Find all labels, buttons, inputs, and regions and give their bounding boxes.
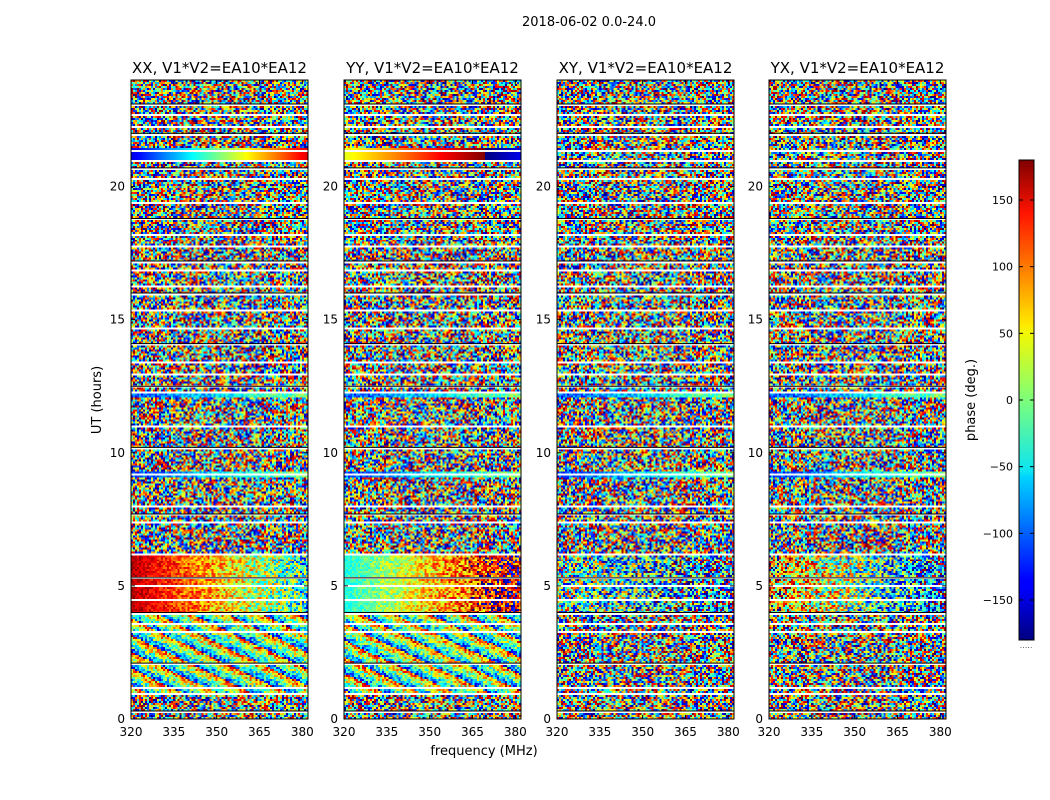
panel-title: XY, V1*V2=EA10*EA12 bbox=[559, 59, 733, 77]
y-tick-label: 10 bbox=[536, 446, 551, 460]
panel-1: YY, V1*V2=EA10*EA12 320 335 350 365 380 0 5 10 15… bbox=[323, 59, 527, 739]
x-tick-label: 350 bbox=[631, 725, 654, 739]
colorbar-tick-label: 100 bbox=[992, 261, 1013, 274]
x-tick-label: 380 bbox=[291, 725, 314, 739]
y-tick-label: 0 bbox=[117, 712, 125, 726]
colorbar-tick-label: 50 bbox=[999, 327, 1013, 340]
y-tick-label: 0 bbox=[543, 712, 551, 726]
colorbar-tick-label: −100 bbox=[983, 527, 1013, 540]
y-tick-label: 20 bbox=[110, 180, 125, 194]
x-tick-label: 320 bbox=[546, 725, 569, 739]
colorbar-tick-label: −50 bbox=[990, 461, 1013, 474]
x-tick-label: 335 bbox=[588, 725, 611, 739]
y-tick-label: 15 bbox=[536, 313, 551, 327]
x-tick-label: 350 bbox=[843, 725, 866, 739]
panel-frame bbox=[768, 79, 947, 720]
x-tick-label: 380 bbox=[929, 725, 952, 739]
x-tick-label: 350 bbox=[205, 725, 228, 739]
y-tick-label: 20 bbox=[536, 180, 551, 194]
heatmap-image-0 bbox=[131, 80, 308, 719]
x-tick-label: 320 bbox=[120, 725, 143, 739]
y-tick-label: 15 bbox=[748, 313, 763, 327]
panel-2: XY, V1*V2=EA10*EA12 320 335 350 365 380 0 5 10 15… bbox=[536, 59, 740, 739]
panel-frame bbox=[556, 79, 735, 720]
heatmap-image-1 bbox=[344, 80, 521, 719]
colorbar-offset-text: ..... bbox=[1020, 641, 1033, 650]
y-tick-label: 0 bbox=[755, 712, 763, 726]
x-tick-label: 380 bbox=[717, 725, 740, 739]
panel-3: YX, V1*V2=EA10*EA12 320 335 350 365 380 0 5 10 15… bbox=[748, 59, 952, 739]
x-tick-label: 320 bbox=[333, 725, 356, 739]
x-tick-label: 335 bbox=[162, 725, 185, 739]
panel-title: XX, V1*V2=EA10*EA12 bbox=[132, 59, 307, 77]
x-tick-label: 365 bbox=[461, 725, 484, 739]
x-tick-label: 335 bbox=[800, 725, 823, 739]
y-tick-label: 5 bbox=[117, 579, 125, 593]
y-tick-label: 10 bbox=[323, 446, 338, 460]
colorbar: 150 100 50 0 −50 −100 −150 phase (deg.) ..... bbox=[964, 159, 1035, 650]
heatmap-image-3 bbox=[769, 80, 946, 719]
x-tick-label: 320 bbox=[758, 725, 781, 739]
colorbar-tick-label: −150 bbox=[983, 594, 1013, 607]
y-tick-label: 20 bbox=[323, 180, 338, 194]
y-tick-label: 5 bbox=[330, 579, 338, 593]
x-tick-label: 350 bbox=[418, 725, 441, 739]
y-tick-label: 10 bbox=[110, 446, 125, 460]
panel-frame bbox=[130, 79, 309, 720]
panel-frame bbox=[343, 79, 522, 720]
x-tick-label: 335 bbox=[375, 725, 398, 739]
colorbar-ticks: 150 100 50 0 −50 −100 −150 bbox=[983, 194, 1034, 607]
y-tick-label: 20 bbox=[748, 180, 763, 194]
y-tick-label: 0 bbox=[330, 712, 338, 726]
x-tick-label: 380 bbox=[504, 725, 527, 739]
x-axis-label: frequency (MHz) bbox=[430, 744, 537, 759]
colorbar-tick-label: 0 bbox=[1006, 394, 1013, 407]
y-tick-label: 10 bbox=[748, 446, 763, 460]
x-tick-label: 365 bbox=[248, 725, 271, 739]
x-tick-label: 365 bbox=[886, 725, 909, 739]
colorbar-tick-label: 150 bbox=[992, 194, 1013, 207]
panel-0: XX, V1*V2=EA10*EA12 320 335 350 365 380 0 5 10 15… bbox=[110, 59, 314, 739]
figure-suptitle: 2018-06-02 0.0-24.0 bbox=[522, 15, 656, 30]
x-tick-label: 365 bbox=[674, 725, 697, 739]
panels-group: XX, V1*V2=EA10*EA12 320 335 350 365 380 0 5 10 15… bbox=[110, 59, 952, 739]
heatmap-image-2 bbox=[557, 80, 734, 719]
y-tick-label: 5 bbox=[543, 579, 551, 593]
y-tick-label: 15 bbox=[110, 313, 125, 327]
y-tick-label: 15 bbox=[323, 313, 338, 327]
panel-title: YX, V1*V2=EA10*EA12 bbox=[770, 59, 945, 77]
y-axis-label: UT (hours) bbox=[90, 366, 105, 434]
y-tick-label: 5 bbox=[755, 579, 763, 593]
panel-title: YY, V1*V2=EA10*EA12 bbox=[345, 59, 519, 77]
colorbar-label: phase (deg.) bbox=[964, 359, 979, 441]
